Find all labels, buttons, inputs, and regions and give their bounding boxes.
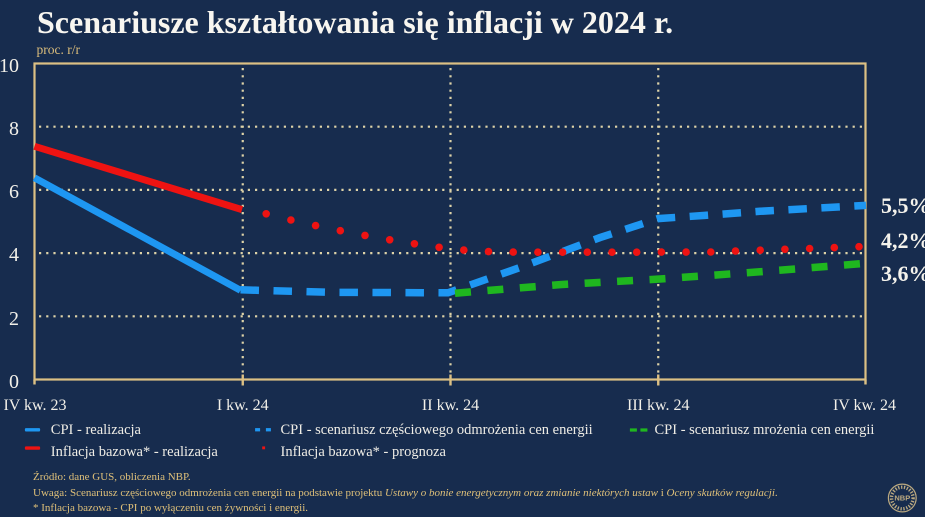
svg-text:NBP: NBP (894, 494, 910, 503)
